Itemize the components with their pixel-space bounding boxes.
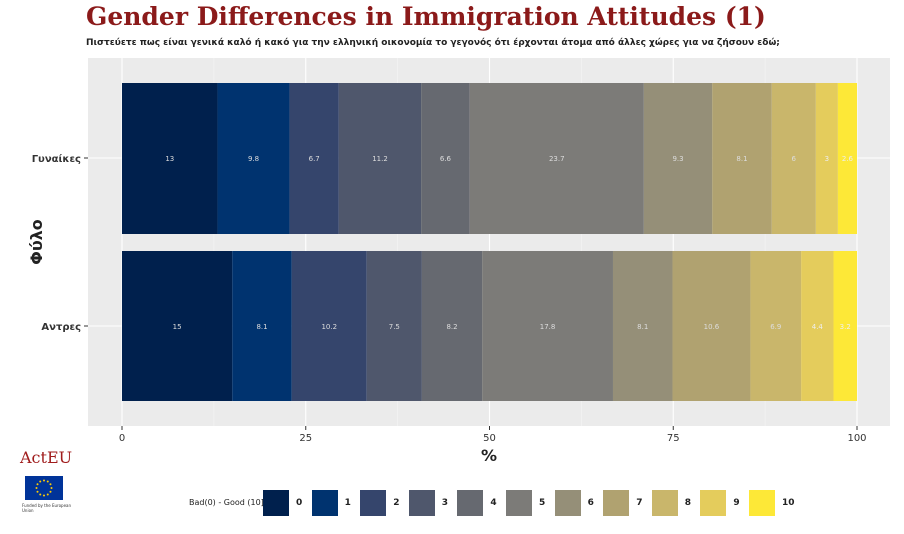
bar-segment xyxy=(469,83,644,234)
legend-swatch xyxy=(263,490,289,516)
bar-value-label: 2.6 xyxy=(842,155,854,163)
y-axis-label: Φύλο xyxy=(27,219,46,265)
bar-segment xyxy=(612,251,673,401)
legend-swatch xyxy=(749,490,775,516)
y-tick-label: Αντρες xyxy=(41,322,81,333)
legend-label: 3 xyxy=(441,498,449,508)
eu-star xyxy=(39,480,42,483)
bar-value-label: 17.8 xyxy=(540,323,556,331)
legend-label: 9 xyxy=(733,498,740,508)
bar-segment xyxy=(366,251,422,401)
legend-label: 4 xyxy=(490,498,497,508)
eu-flag-icon xyxy=(25,476,63,500)
eu-star xyxy=(49,490,52,493)
bar-segment xyxy=(643,83,713,234)
eu-star xyxy=(36,483,39,486)
bar-segment xyxy=(217,83,290,234)
bar-segment xyxy=(122,83,218,234)
legend-swatch xyxy=(311,490,338,516)
bar-value-label: 6.6 xyxy=(440,155,452,163)
eu-star xyxy=(39,493,42,496)
legend-label: 5 xyxy=(539,498,546,508)
legend-swatch xyxy=(457,490,484,516)
bar-segment xyxy=(421,251,483,401)
eu-caption: Funded by the European Union xyxy=(22,503,72,513)
bar-value-label: 6.9 xyxy=(770,323,781,331)
x-axis-label: % xyxy=(481,446,497,465)
x-tick-label: 25 xyxy=(299,433,312,444)
acteu-logo: ActEU Funded by the European Union xyxy=(20,448,80,518)
legend-swatch xyxy=(651,490,678,516)
bar-segment xyxy=(338,83,422,234)
bar-value-label: 10.2 xyxy=(321,323,337,331)
bar-value-label: 6.7 xyxy=(309,155,320,163)
bar-value-label: 11.2 xyxy=(372,155,388,163)
bar-value-label: 23.7 xyxy=(549,155,565,163)
bar-value-label: 6 xyxy=(792,155,797,163)
logo-text: ActEU xyxy=(20,448,73,467)
x-tick-label: 0 xyxy=(119,433,125,444)
legend-label: 7 xyxy=(636,498,643,508)
legend-swatch xyxy=(603,490,630,516)
eu-star xyxy=(36,490,39,493)
bar-segment xyxy=(750,251,802,401)
eu-star xyxy=(50,487,53,489)
legend: Bad(0) - Good (10] 0 1 2 3 4 5 6 7 8 9 10 xyxy=(0,490,904,520)
legend-label: 10 xyxy=(782,498,795,508)
chart: 13 9.8 6.7 11.2 6.6 23.7 9.3 8.1 6 3 2.6 15 8.1 10.2 7… xyxy=(27,58,890,465)
y-tick-label: Γυναίκες xyxy=(32,153,81,165)
bar-segment xyxy=(122,251,233,401)
legend-label: 8 xyxy=(684,498,692,508)
x-axis-ticks: 0 25 50 75 100 xyxy=(119,426,867,444)
eu-star xyxy=(49,483,52,486)
bar-value-label: 15 xyxy=(173,323,182,331)
x-tick-label: 75 xyxy=(667,433,680,444)
bar-value-label: 3 xyxy=(825,155,829,163)
bar-value-label: 4.4 xyxy=(812,323,824,331)
legend-label: 0 xyxy=(296,498,303,508)
eu-star xyxy=(35,487,38,489)
eu-star xyxy=(46,493,49,496)
bar-segment xyxy=(801,251,834,401)
bar-segment xyxy=(421,83,470,234)
bar-value-label: 10.6 xyxy=(704,323,720,331)
legend-title: Bad(0) - Good (10] xyxy=(189,498,264,507)
legend-swatch xyxy=(700,490,727,516)
bar-segment xyxy=(833,251,857,401)
eu-star xyxy=(43,479,45,482)
chart-subtitle: Πιστεύετε πως είναι γενικά καλό ή κακό γ… xyxy=(86,38,780,48)
bar-value-label: 8.2 xyxy=(446,323,457,331)
bar-segment xyxy=(232,251,292,401)
x-tick-label: 100 xyxy=(847,433,866,444)
bar-value-label: 13 xyxy=(165,155,174,163)
bar-segment xyxy=(815,83,838,234)
legend-swatch xyxy=(506,490,532,516)
legend-label: 6 xyxy=(587,498,594,508)
bar-value-label: 8.1 xyxy=(256,323,267,331)
x-tick-label: 50 xyxy=(483,433,496,444)
bar-value-label: 9.8 xyxy=(248,155,259,163)
legend-swatch xyxy=(360,490,387,516)
bars: 13 9.8 6.7 11.2 6.6 23.7 9.3 8.1 6 3 2.6 15 8.1 10.2 7… xyxy=(122,83,857,401)
bar-value-label: 9.3 xyxy=(672,155,683,163)
legend-swatch xyxy=(408,490,435,516)
bar-value-label: 8.1 xyxy=(637,323,648,331)
legend-label: 2 xyxy=(393,498,400,508)
bar-segment xyxy=(771,83,816,234)
legend-swatch xyxy=(554,490,581,516)
y-axis-ticks: Γυναίκες Αντρες xyxy=(32,153,88,333)
bar-segment xyxy=(482,251,613,401)
bar-segment xyxy=(712,83,772,234)
bar-value-label: 3.2 xyxy=(840,323,851,331)
bar-segment xyxy=(291,251,367,401)
bar-value-label: 7.5 xyxy=(389,323,400,331)
bar-segment xyxy=(837,83,857,234)
bar-value-label: 8.1 xyxy=(736,155,747,163)
bar-segment xyxy=(289,83,339,234)
bar-segment xyxy=(672,251,751,401)
legend-label: 1 xyxy=(344,498,351,508)
eu-star xyxy=(46,480,49,483)
eu-star xyxy=(43,494,45,497)
chart-title: Gender Differences in Immigration Attitu… xyxy=(86,2,766,31)
